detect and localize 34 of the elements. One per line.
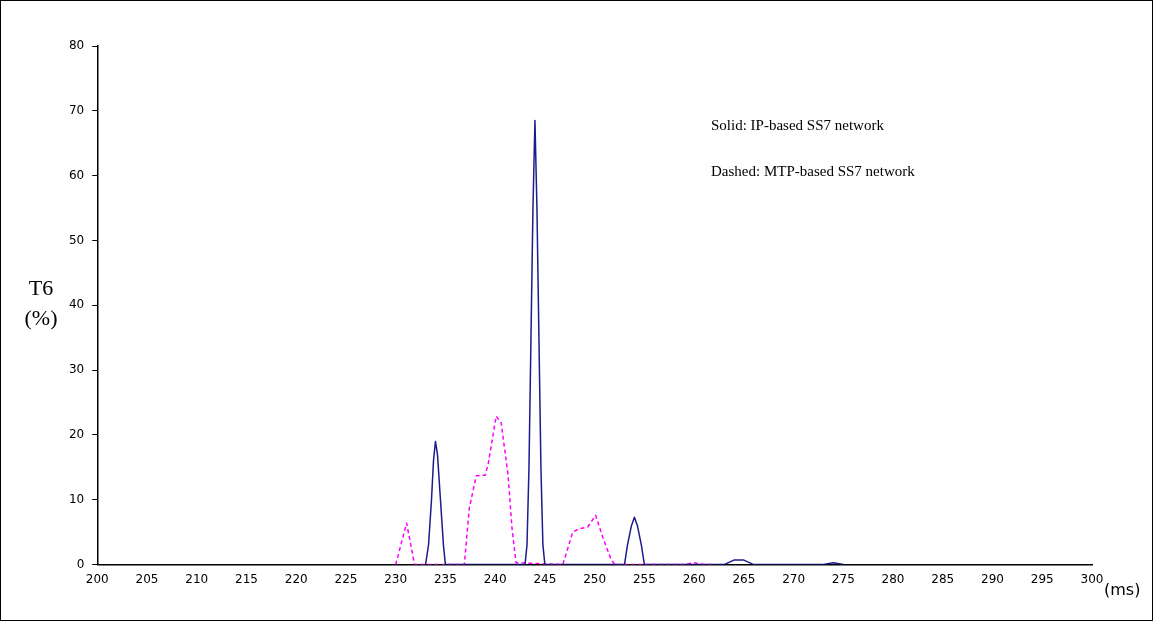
x-tick-label: 245 [533,571,557,586]
x-tick-label: 270 [782,571,806,586]
x-tick-label: 275 [831,571,855,586]
x-tick-label: 220 [284,571,308,586]
annotation: Dashed: MTP-based SS7 network [711,162,916,179]
x-tick-label: 240 [483,571,507,586]
x-tick-label: 250 [583,571,607,586]
y-tick-label: 10 [68,491,85,506]
x-tick-label: 285 [931,571,955,586]
y-tick-label: 20 [68,427,85,442]
x-tick-label: 300 [1080,571,1104,586]
x-axis-title: (ms) [1104,579,1141,599]
y-tick-label: 70 [68,102,85,117]
x-tick-label: 225 [334,571,358,586]
x-tick-label: 230 [384,571,408,586]
x-tick-label: 280 [881,571,905,586]
y-tick-label: 50 [68,232,85,247]
x-tick-label: 210 [185,571,209,586]
x-tick-label: 215 [235,571,258,586]
annotation: Solid: IP-based SS7 network [711,116,885,133]
x-tick-label: 290 [981,571,1004,586]
x-tick-label: 235 [433,571,457,586]
y-tick-label: 80 [68,38,85,53]
y-tick-label: 60 [68,167,85,182]
y-tick-label: 40 [68,297,85,312]
y-tick-label: 0 [76,556,85,571]
x-tick-label: 200 [85,571,109,586]
x-tick-label: 295 [1030,571,1054,586]
x-tick-label: 255 [632,571,656,586]
x-tick-label: 260 [682,571,706,586]
y-axis-title: T6 (%) [24,275,58,331]
x-tick-label: 265 [732,571,756,586]
x-tick-label: 205 [135,571,159,586]
y-tick-label: 30 [68,362,85,377]
